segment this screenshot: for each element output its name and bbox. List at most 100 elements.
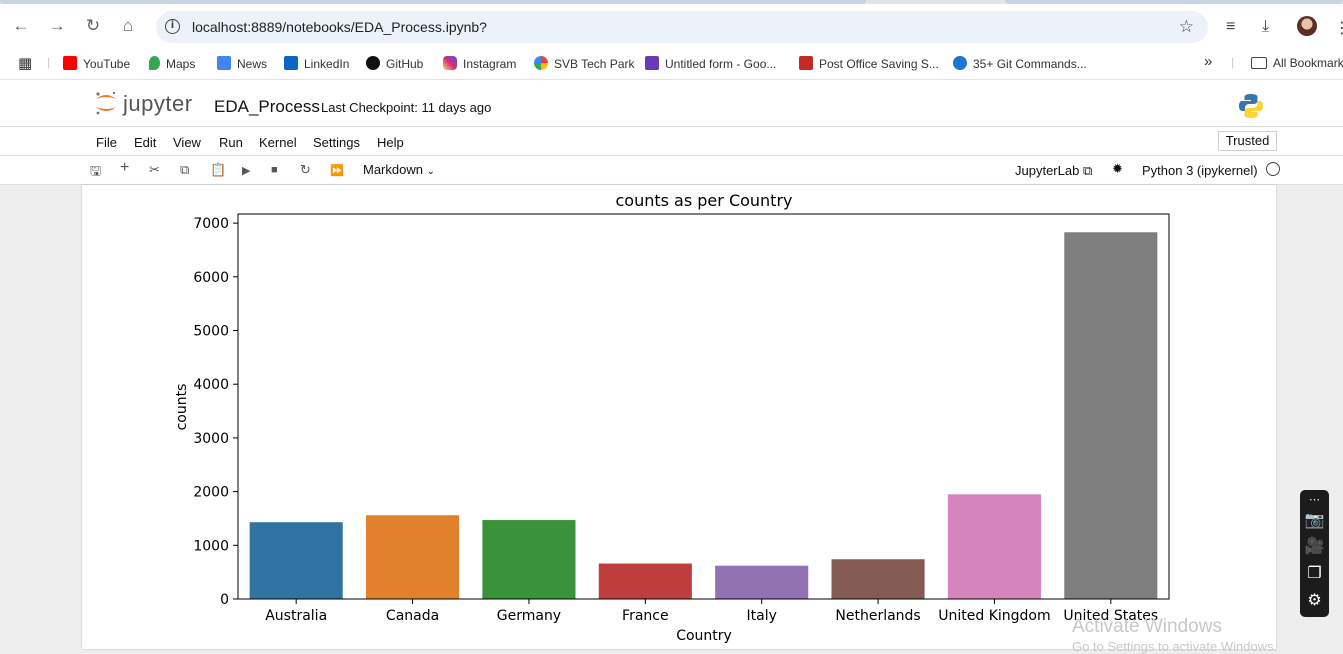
y-tick-label: 5000: [193, 324, 229, 340]
instagram-icon: [443, 56, 457, 70]
bookmark-linkedin[interactable]: LinkedIn: [284, 56, 349, 71]
cell-type-select[interactable]: Markdown ⌄: [363, 162, 435, 177]
paste-icon[interactable]: 📋: [210, 162, 227, 177]
bookmark-label: Untitled form - Goo...: [665, 57, 777, 71]
external-link-icon: ⧉: [1082, 163, 1093, 178]
y-tick-label: 3000: [193, 431, 229, 447]
bookmark-label: News: [237, 57, 268, 71]
chevron-down-icon: ⌄: [426, 166, 435, 177]
google-icon: [534, 56, 548, 70]
jupyterlab-label: JupyterLab: [1015, 163, 1080, 178]
bar-australia: [249, 522, 343, 599]
x-tick-label: Canada: [386, 608, 439, 624]
bookmark-label: YouTube: [83, 57, 131, 71]
x-tick-label: France: [622, 608, 669, 624]
all-bookmarks[interactable]: All Bookmarks: [1251, 56, 1343, 70]
jupyter-logo-icon: [96, 91, 116, 115]
window-icon[interactable]: ❐: [1307, 565, 1322, 582]
linkedin-icon: [284, 56, 298, 70]
bookmark-github[interactable]: GitHub: [366, 56, 423, 71]
bar-germany: [482, 520, 576, 599]
bookmark-label: LinkedIn: [304, 57, 350, 71]
jupyterlab-link[interactable]: JupyterLab ⧉: [1015, 163, 1092, 179]
y-tick-label: 6000: [193, 270, 229, 286]
media-queue-icon[interactable]: ≡: [1226, 18, 1236, 35]
x-tick-label: Australia: [265, 608, 327, 624]
x-tick-label: Netherlands: [835, 608, 920, 624]
menu-bar: File Edit View Run Kernel Settings Help …: [0, 127, 1343, 156]
cell-type-value: Markdown: [363, 162, 423, 177]
bookmark-label: SVB Tech Park: [554, 57, 635, 71]
back-arrow-icon[interactable]: ←: [12, 16, 30, 35]
bookmark-untitled-form[interactable]: Untitled form - Goo...: [645, 56, 776, 71]
chart-bars: [249, 232, 1158, 599]
git-icon: [953, 56, 967, 70]
home-icon[interactable]: ⌂: [122, 16, 134, 35]
youtube-icon: [63, 56, 77, 70]
bookmark-star-icon[interactable]: ☆: [1178, 17, 1194, 36]
y-tick-label: 1000: [193, 538, 229, 554]
camera-icon[interactable]: 📷: [1304, 512, 1325, 529]
x-axis: Australia Canada Germany France Italy Netherl…: [265, 599, 1158, 624]
restart-icon[interactable]: ↻: [300, 162, 311, 177]
video-camera-icon[interactable]: 🎥: [1304, 538, 1325, 555]
profile-avatar[interactable]: [1297, 16, 1317, 36]
post-office-icon: [799, 56, 813, 70]
kernel-name[interactable]: Python 3 (ipykernel): [1142, 163, 1258, 178]
y-axis: 0 1000 2000 3000 4000 5000 6000 7000: [193, 216, 238, 608]
apps-grid-icon[interactable]: ▦: [18, 55, 33, 72]
bookmark-news[interactable]: News: [217, 56, 267, 71]
notebook-title[interactable]: EDA_Process: [214, 97, 320, 116]
menu-view[interactable]: View: [173, 135, 201, 150]
reload-icon[interactable]: ↻: [85, 16, 101, 35]
debugger-bug-icon[interactable]: ✹: [1112, 161, 1123, 176]
cut-icon[interactable]: ✂: [149, 162, 160, 177]
browser-tab-strip: [0, 0, 1343, 4]
bookmarks-divider: |: [1231, 55, 1235, 69]
browser-menu-icon[interactable]: ⋮: [1334, 20, 1343, 37]
menu-file[interactable]: File: [96, 135, 117, 150]
bookmark-instagram[interactable]: Instagram: [443, 56, 516, 71]
menu-help[interactable]: Help: [377, 135, 404, 150]
menu-edit[interactable]: Edit: [134, 135, 157, 150]
gear-icon[interactable]: ⚙: [1307, 592, 1322, 609]
url-text[interactable]: localhost:8889/notebooks/EDA_Process.ipy…: [192, 19, 487, 35]
download-icon[interactable]: ⤓: [1262, 18, 1270, 35]
more-options-icon[interactable]: ⋯: [1309, 494, 1320, 506]
fast-forward-icon[interactable]: ⏩: [330, 165, 344, 177]
forward-arrow-icon[interactable]: →: [48, 16, 66, 35]
activate-windows-subtitle: Go to Settings to activate Windows.: [1072, 639, 1278, 654]
run-icon[interactable]: ▶: [242, 165, 251, 177]
copy-icon[interactable]: ⧉: [180, 162, 190, 177]
menu-run[interactable]: Run: [219, 135, 243, 150]
x-tick-label: United Kingdom: [938, 608, 1050, 624]
bookmark-post-office[interactable]: Post Office Saving S...: [799, 56, 939, 71]
bookmark-youtube[interactable]: YouTube: [63, 56, 130, 71]
bookmark-label: GitHub: [386, 57, 424, 71]
stop-icon[interactable]: ■: [271, 164, 278, 176]
y-tick-label: 2000: [193, 485, 229, 501]
bookmark-git-commands[interactable]: 35+ Git Commands...: [953, 56, 1087, 71]
bookmark-svb-tech-park[interactable]: SVB Tech Park: [534, 56, 634, 71]
bookmarks-divider: |: [47, 55, 51, 69]
trusted-indicator[interactable]: Trusted: [1218, 131, 1277, 151]
address-bar[interactable]: i localhost:8889/notebooks/EDA_Process.i…: [156, 11, 1208, 43]
bar-canada: [366, 515, 460, 599]
bookmark-label: Maps: [166, 57, 196, 71]
plot-frame: [237, 213, 1170, 600]
menu-settings[interactable]: Settings: [313, 135, 360, 150]
menu-kernel[interactable]: Kernel: [259, 135, 297, 150]
browser-toolbar: ← → ↻ ⌂ i localhost:8889/notebooks/EDA_P…: [0, 4, 1343, 48]
last-checkpoint: Last Checkpoint: 11 days ago: [321, 100, 492, 115]
save-icon[interactable]: 🖫: [90, 163, 102, 178]
bar-italy: [715, 565, 809, 599]
more-bookmarks-chevron[interactable]: »: [1204, 53, 1213, 70]
bookmarks-bar: ▦ | YouTube Maps News LinkedIn GitHub In…: [0, 48, 1343, 80]
github-icon: [366, 56, 380, 70]
add-cell-icon[interactable]: +: [120, 159, 130, 176]
bookmark-maps[interactable]: Maps: [149, 56, 195, 71]
x-tick-label: Italy: [747, 608, 777, 624]
jupyter-wordmark[interactable]: jupyter: [123, 91, 193, 116]
notebook-toolbar: 🖫 + ✂ ⧉ 📋 ▶ ■ ↻ ⏩ Markdown ⌄ JupyterLab …: [0, 156, 1343, 185]
site-info-icon[interactable]: i: [165, 19, 180, 34]
